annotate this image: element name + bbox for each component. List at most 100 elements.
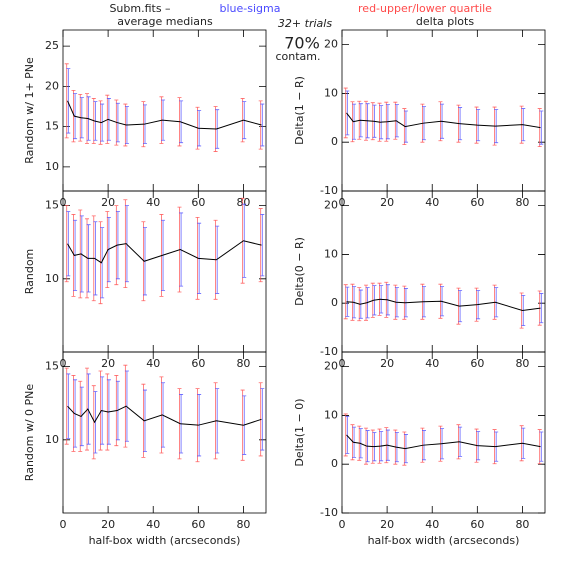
legend-sigma: blue-sigma bbox=[220, 2, 281, 15]
x-axis-label: half-box width (arcseconds) bbox=[368, 534, 520, 547]
x-tick-label: 60 bbox=[191, 357, 205, 370]
y-tick-label: 10 bbox=[324, 408, 338, 421]
x-tick-label: 20 bbox=[101, 357, 115, 370]
quartile-bar bbox=[64, 63, 69, 139]
y-tick-label: 0 bbox=[331, 296, 338, 309]
y-axis-label: Delta(0 − R) bbox=[293, 237, 306, 306]
y-tick-label: 15 bbox=[45, 360, 59, 373]
y-axis-label: Delta(1 − 0) bbox=[293, 398, 306, 466]
contam-label: contam. bbox=[275, 50, 320, 63]
sigma-bar bbox=[539, 431, 544, 462]
x-tick-label: 40 bbox=[425, 357, 439, 370]
y-tick-label: -10 bbox=[320, 506, 338, 519]
data-line bbox=[346, 298, 541, 312]
x-tick-label: 60 bbox=[470, 196, 484, 209]
y-tick-label: 20 bbox=[324, 360, 338, 373]
panel-frame bbox=[341, 190, 546, 353]
sigma-bar bbox=[86, 373, 91, 445]
x-tick-label: 80 bbox=[236, 357, 250, 370]
quartile-bar bbox=[343, 87, 348, 139]
x-tick-label: 20 bbox=[380, 518, 394, 531]
quartile-bar bbox=[91, 385, 96, 460]
x-tick-label: 20 bbox=[101, 518, 115, 531]
sigma-bar bbox=[66, 68, 71, 134]
quartile-bar bbox=[141, 383, 146, 458]
quartile-bar bbox=[141, 221, 146, 302]
x-tick-label: 80 bbox=[236, 196, 250, 209]
x-tick-label: 60 bbox=[191, 196, 205, 209]
panel-frame bbox=[341, 351, 546, 514]
sigma-bar bbox=[539, 293, 544, 324]
quartile-bar bbox=[350, 424, 355, 461]
quartile-bar bbox=[350, 101, 355, 143]
sigma-bar bbox=[66, 211, 71, 277]
y-tick-label: -10 bbox=[320, 184, 338, 197]
quartile-bar bbox=[105, 211, 110, 288]
quartile-bar bbox=[71, 214, 76, 297]
x-tick-label: 60 bbox=[470, 518, 484, 531]
y-axis-label: Random w/ 0 PNe bbox=[23, 384, 36, 482]
contam-value: 70% bbox=[284, 34, 320, 53]
x-tick-label: 40 bbox=[146, 518, 160, 531]
data-line bbox=[67, 405, 262, 426]
x-tick-label: 40 bbox=[146, 196, 160, 209]
panel-frame bbox=[62, 351, 267, 514]
file-name: Subm.fits – bbox=[109, 2, 170, 15]
x-tick-label: 80 bbox=[515, 518, 529, 531]
y-tick-label: 15 bbox=[45, 120, 59, 133]
y-tick-label: 25 bbox=[45, 39, 59, 52]
x-tick-label: 20 bbox=[380, 357, 394, 370]
y-tick-label: 0 bbox=[331, 457, 338, 470]
y-tick-label: -10 bbox=[320, 345, 338, 358]
data-line bbox=[346, 434, 541, 450]
sigma-bar bbox=[66, 373, 71, 439]
sigma-bar bbox=[260, 388, 265, 451]
x-tick-label: 80 bbox=[236, 518, 250, 531]
y-tick-label: 15 bbox=[45, 199, 59, 212]
right-title: delta plots bbox=[416, 15, 474, 28]
quartile-bar bbox=[64, 367, 69, 445]
sigma-bar bbox=[124, 205, 129, 283]
x-tick-label: 40 bbox=[425, 518, 439, 531]
sigma-bar bbox=[93, 391, 98, 454]
sigma-bar bbox=[345, 416, 350, 454]
y-tick-label: 10 bbox=[324, 247, 338, 260]
trials: 32+ trials bbox=[278, 17, 332, 30]
y-tick-label: 10 bbox=[45, 433, 59, 446]
x-axis-label: half-box width (arcseconds) bbox=[89, 534, 241, 547]
quartile-bar bbox=[343, 284, 348, 320]
y-tick-label: 10 bbox=[324, 86, 338, 99]
x-tick-label: 80 bbox=[515, 357, 529, 370]
legend-quartile: red-upper/lower quartile bbox=[358, 2, 492, 15]
left-title: average medians bbox=[117, 15, 213, 28]
quartile-bar bbox=[85, 367, 90, 451]
y-axis-label: Random bbox=[23, 249, 36, 295]
sigma-bar bbox=[260, 214, 265, 277]
y-tick-label: 20 bbox=[45, 79, 59, 92]
y-axis-label: Delta(1 − R) bbox=[293, 76, 306, 145]
y-axis-label: Random w/ 1+ PNe bbox=[23, 57, 36, 164]
x-tick-label: 0 bbox=[339, 518, 346, 531]
y-tick-label: 0 bbox=[331, 135, 338, 148]
x-tick-label: 40 bbox=[425, 196, 439, 209]
quartile-bar bbox=[98, 370, 103, 451]
sigma-bar bbox=[79, 386, 84, 447]
y-tick-label: 10 bbox=[45, 272, 59, 285]
sigma-bar bbox=[260, 103, 265, 147]
x-tick-label: 60 bbox=[191, 518, 205, 531]
sigma-bar bbox=[539, 110, 544, 145]
quartile-bar bbox=[71, 89, 76, 143]
sigma-bar bbox=[124, 370, 129, 442]
x-tick-label: 80 bbox=[515, 196, 529, 209]
quartile-bar bbox=[64, 205, 69, 283]
data-line bbox=[67, 100, 262, 130]
y-tick-label: 10 bbox=[45, 160, 59, 173]
x-tick-label: 0 bbox=[60, 518, 67, 531]
quartile-bar bbox=[71, 375, 76, 452]
y-tick-label: 20 bbox=[324, 199, 338, 212]
x-tick-label: 40 bbox=[146, 357, 160, 370]
quartile-bar bbox=[343, 413, 348, 457]
x-tick-label: 20 bbox=[101, 196, 115, 209]
x-tick-label: 60 bbox=[470, 357, 484, 370]
